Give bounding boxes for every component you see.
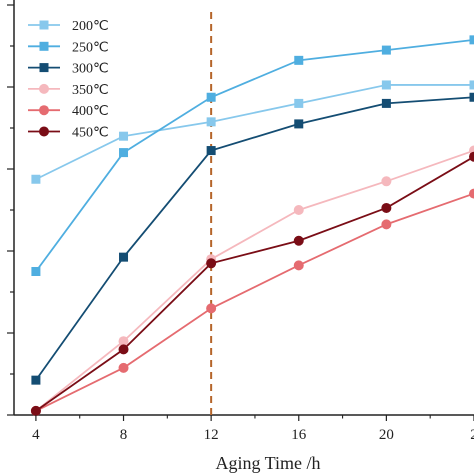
data-point [206, 303, 217, 314]
data-point [469, 188, 474, 199]
legend-label: 450℃ [72, 126, 109, 141]
data-point [293, 260, 304, 271]
data-point [294, 119, 304, 129]
x-axis-title: Aging Time /h [215, 453, 320, 473]
data-point [119, 148, 129, 158]
legend-marker [39, 41, 49, 51]
data-point [31, 174, 41, 184]
legend-label: 300℃ [72, 62, 109, 77]
data-point [294, 98, 304, 108]
legend-marker [39, 83, 49, 94]
legend-item-1: 200℃ [28, 19, 109, 34]
data-point [206, 117, 216, 127]
series-6 [30, 151, 474, 416]
data-point [31, 267, 41, 276]
data-point [293, 205, 304, 215]
x-tick-label: 4 [32, 427, 40, 443]
data-point [293, 235, 304, 246]
data-point [30, 405, 41, 416]
x-tick-label: 12 [204, 427, 219, 443]
series-line [35, 149, 474, 412]
data-point [469, 35, 474, 45]
legend-item-3: 300℃ [28, 62, 109, 77]
data-point [206, 258, 217, 269]
data-point [381, 45, 391, 55]
data-point [469, 151, 474, 162]
data-point [381, 80, 391, 90]
data-point [469, 80, 474, 90]
data-point [381, 176, 392, 187]
x-tick-label: 16 [291, 427, 307, 443]
x-tick-label: 2 [470, 427, 474, 443]
series-line [35, 84, 474, 181]
data-point [206, 146, 216, 156]
data-point [119, 252, 129, 262]
legend-label: 200℃ [72, 19, 109, 34]
legend-item-5: 400℃ [28, 104, 109, 119]
series-line [35, 192, 474, 412]
legend-marker [39, 20, 49, 30]
series-2 [31, 35, 474, 276]
data-point [381, 202, 392, 213]
data-point [206, 92, 216, 102]
data-point [119, 131, 129, 141]
data-point [381, 98, 391, 108]
legend: 200℃ 250℃ 300℃ 350℃ 400℃ 450℃ [28, 19, 109, 141]
data-point [118, 336, 129, 347]
x-tick-label: 20 [379, 427, 394, 443]
series-3 [31, 92, 474, 385]
series-line [35, 38, 474, 273]
data-point [469, 92, 474, 102]
legend-marker [39, 63, 49, 73]
series-line [35, 155, 474, 412]
legend-label: 350℃ [72, 83, 109, 98]
data-point [118, 344, 129, 355]
legend-item-2: 250℃ [28, 40, 109, 55]
data-point [31, 375, 41, 385]
data-point [294, 55, 304, 65]
data-point [381, 219, 392, 230]
legend-item-6: 450℃ [28, 126, 109, 141]
legend-label: 250℃ [72, 40, 109, 55]
series-4 [30, 145, 474, 416]
series-layer [30, 35, 474, 416]
x-axis-ticks: 4 8 12 16 20 2 [32, 415, 474, 443]
plot-area [7, 0, 474, 416]
series-line [35, 96, 474, 381]
legend-item-4: 350℃ [28, 83, 109, 98]
data-point [118, 362, 129, 373]
x-tick-label: 8 [120, 427, 128, 443]
legend-label: 400℃ [72, 104, 109, 119]
series-1 [31, 80, 474, 184]
legend-marker [39, 126, 49, 137]
legend-marker [39, 105, 49, 116]
series-5 [30, 188, 474, 416]
